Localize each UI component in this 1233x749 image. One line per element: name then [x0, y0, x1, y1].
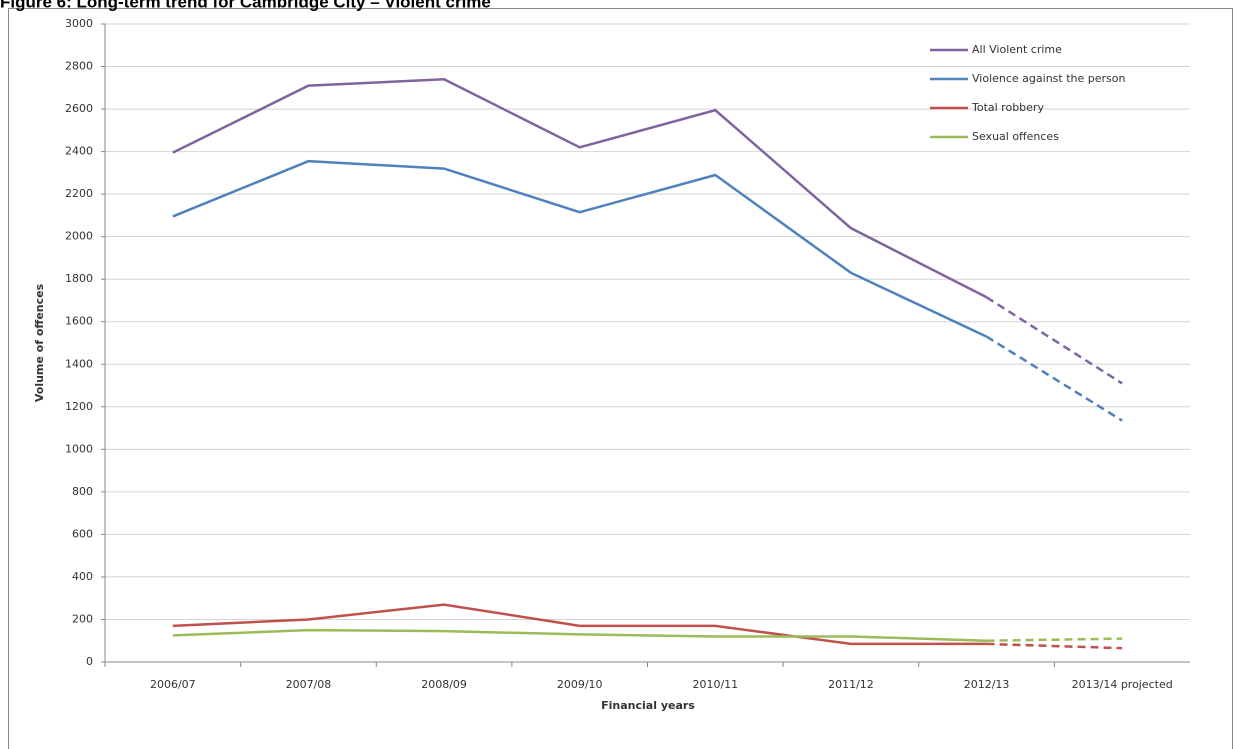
y-tick-label: 800	[72, 485, 93, 498]
legend-label: Violence against the person	[972, 72, 1125, 85]
y-tick-label: 1200	[65, 400, 93, 413]
y-tick-label: 0	[86, 655, 93, 668]
y-tick-label: 2600	[65, 102, 93, 115]
y-tick-label: 200	[72, 612, 93, 625]
x-tick-label: 2012/13	[964, 678, 1010, 691]
x-tick-label: 2008/09	[421, 678, 467, 691]
chart-frame	[8, 8, 1233, 749]
y-tick-label: 600	[72, 527, 93, 540]
x-tick-label: 2006/07	[150, 678, 196, 691]
y-tick-label: 3000	[65, 17, 93, 30]
x-axis-label: Financial years	[601, 699, 695, 712]
legend-label: Total robbery	[971, 101, 1044, 114]
y-tick-label: 2800	[65, 60, 93, 73]
y-tick-label: 2000	[65, 230, 93, 243]
series-line	[172, 628, 987, 642]
y-tick-label: 1400	[65, 357, 93, 370]
series-line-projected	[986, 637, 1123, 642]
series-line	[172, 603, 987, 646]
y-tick-label: 2400	[65, 145, 93, 158]
y-tick-label: 1600	[65, 315, 93, 328]
y-tick-label: 400	[72, 570, 93, 583]
y-tick-label: 1000	[65, 442, 93, 455]
series-line-projected	[986, 642, 1123, 650]
series-line	[172, 78, 988, 299]
x-tick-label: 2007/08	[286, 678, 332, 691]
x-tick-label: 2009/10	[557, 678, 603, 691]
x-tick-label: 2011/12	[828, 678, 874, 691]
chart-title: Figure 6: Long-term trend for Cambridge …	[0, 0, 491, 11]
y-tick-label: 1800	[65, 272, 93, 285]
y-tick-label: 2200	[65, 187, 93, 200]
series-line-projected	[985, 296, 1123, 385]
x-tick-label: 2013/14 projected	[1072, 678, 1173, 691]
y-axis-label: Volume of offences	[33, 283, 46, 402]
series-line	[172, 159, 988, 338]
x-tick-label: 2010/11	[692, 678, 738, 691]
legend-label: Sexual offences	[972, 130, 1059, 143]
legend-label: All Violent crime	[972, 43, 1062, 56]
series-line-projected	[985, 335, 1123, 422]
